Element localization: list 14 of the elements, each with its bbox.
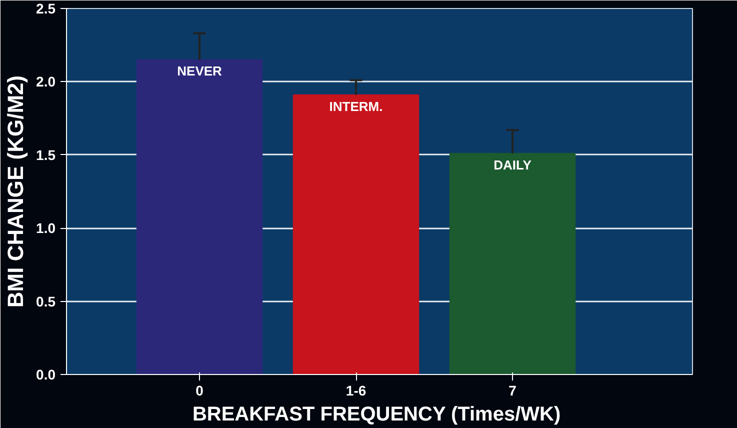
x-tick-label: 7 [508, 382, 517, 398]
y-tick-label: 1.0 [36, 220, 56, 236]
annotation: NEVER [177, 64, 223, 79]
y-tick-label: 0.5 [36, 293, 56, 310]
x-axis-title: BREAKFAST FREQUENCY (Times/WK) [192, 404, 561, 426]
annotation: DAILY [494, 157, 532, 172]
annotation: INTERM. [329, 98, 383, 114]
x-tick-label: 1-6 [346, 382, 366, 398]
y-tick-label: 2.0 [36, 74, 56, 90]
y-axis-title: BMI CHANGE (KG/M2) [3, 75, 28, 308]
x-tick-label: 0 [196, 382, 204, 398]
y-tick-label: 2.5 [36, 0, 56, 16]
y-tick-label: 0.0 [36, 366, 56, 382]
y-tick-label: 1.5 [36, 146, 56, 163]
